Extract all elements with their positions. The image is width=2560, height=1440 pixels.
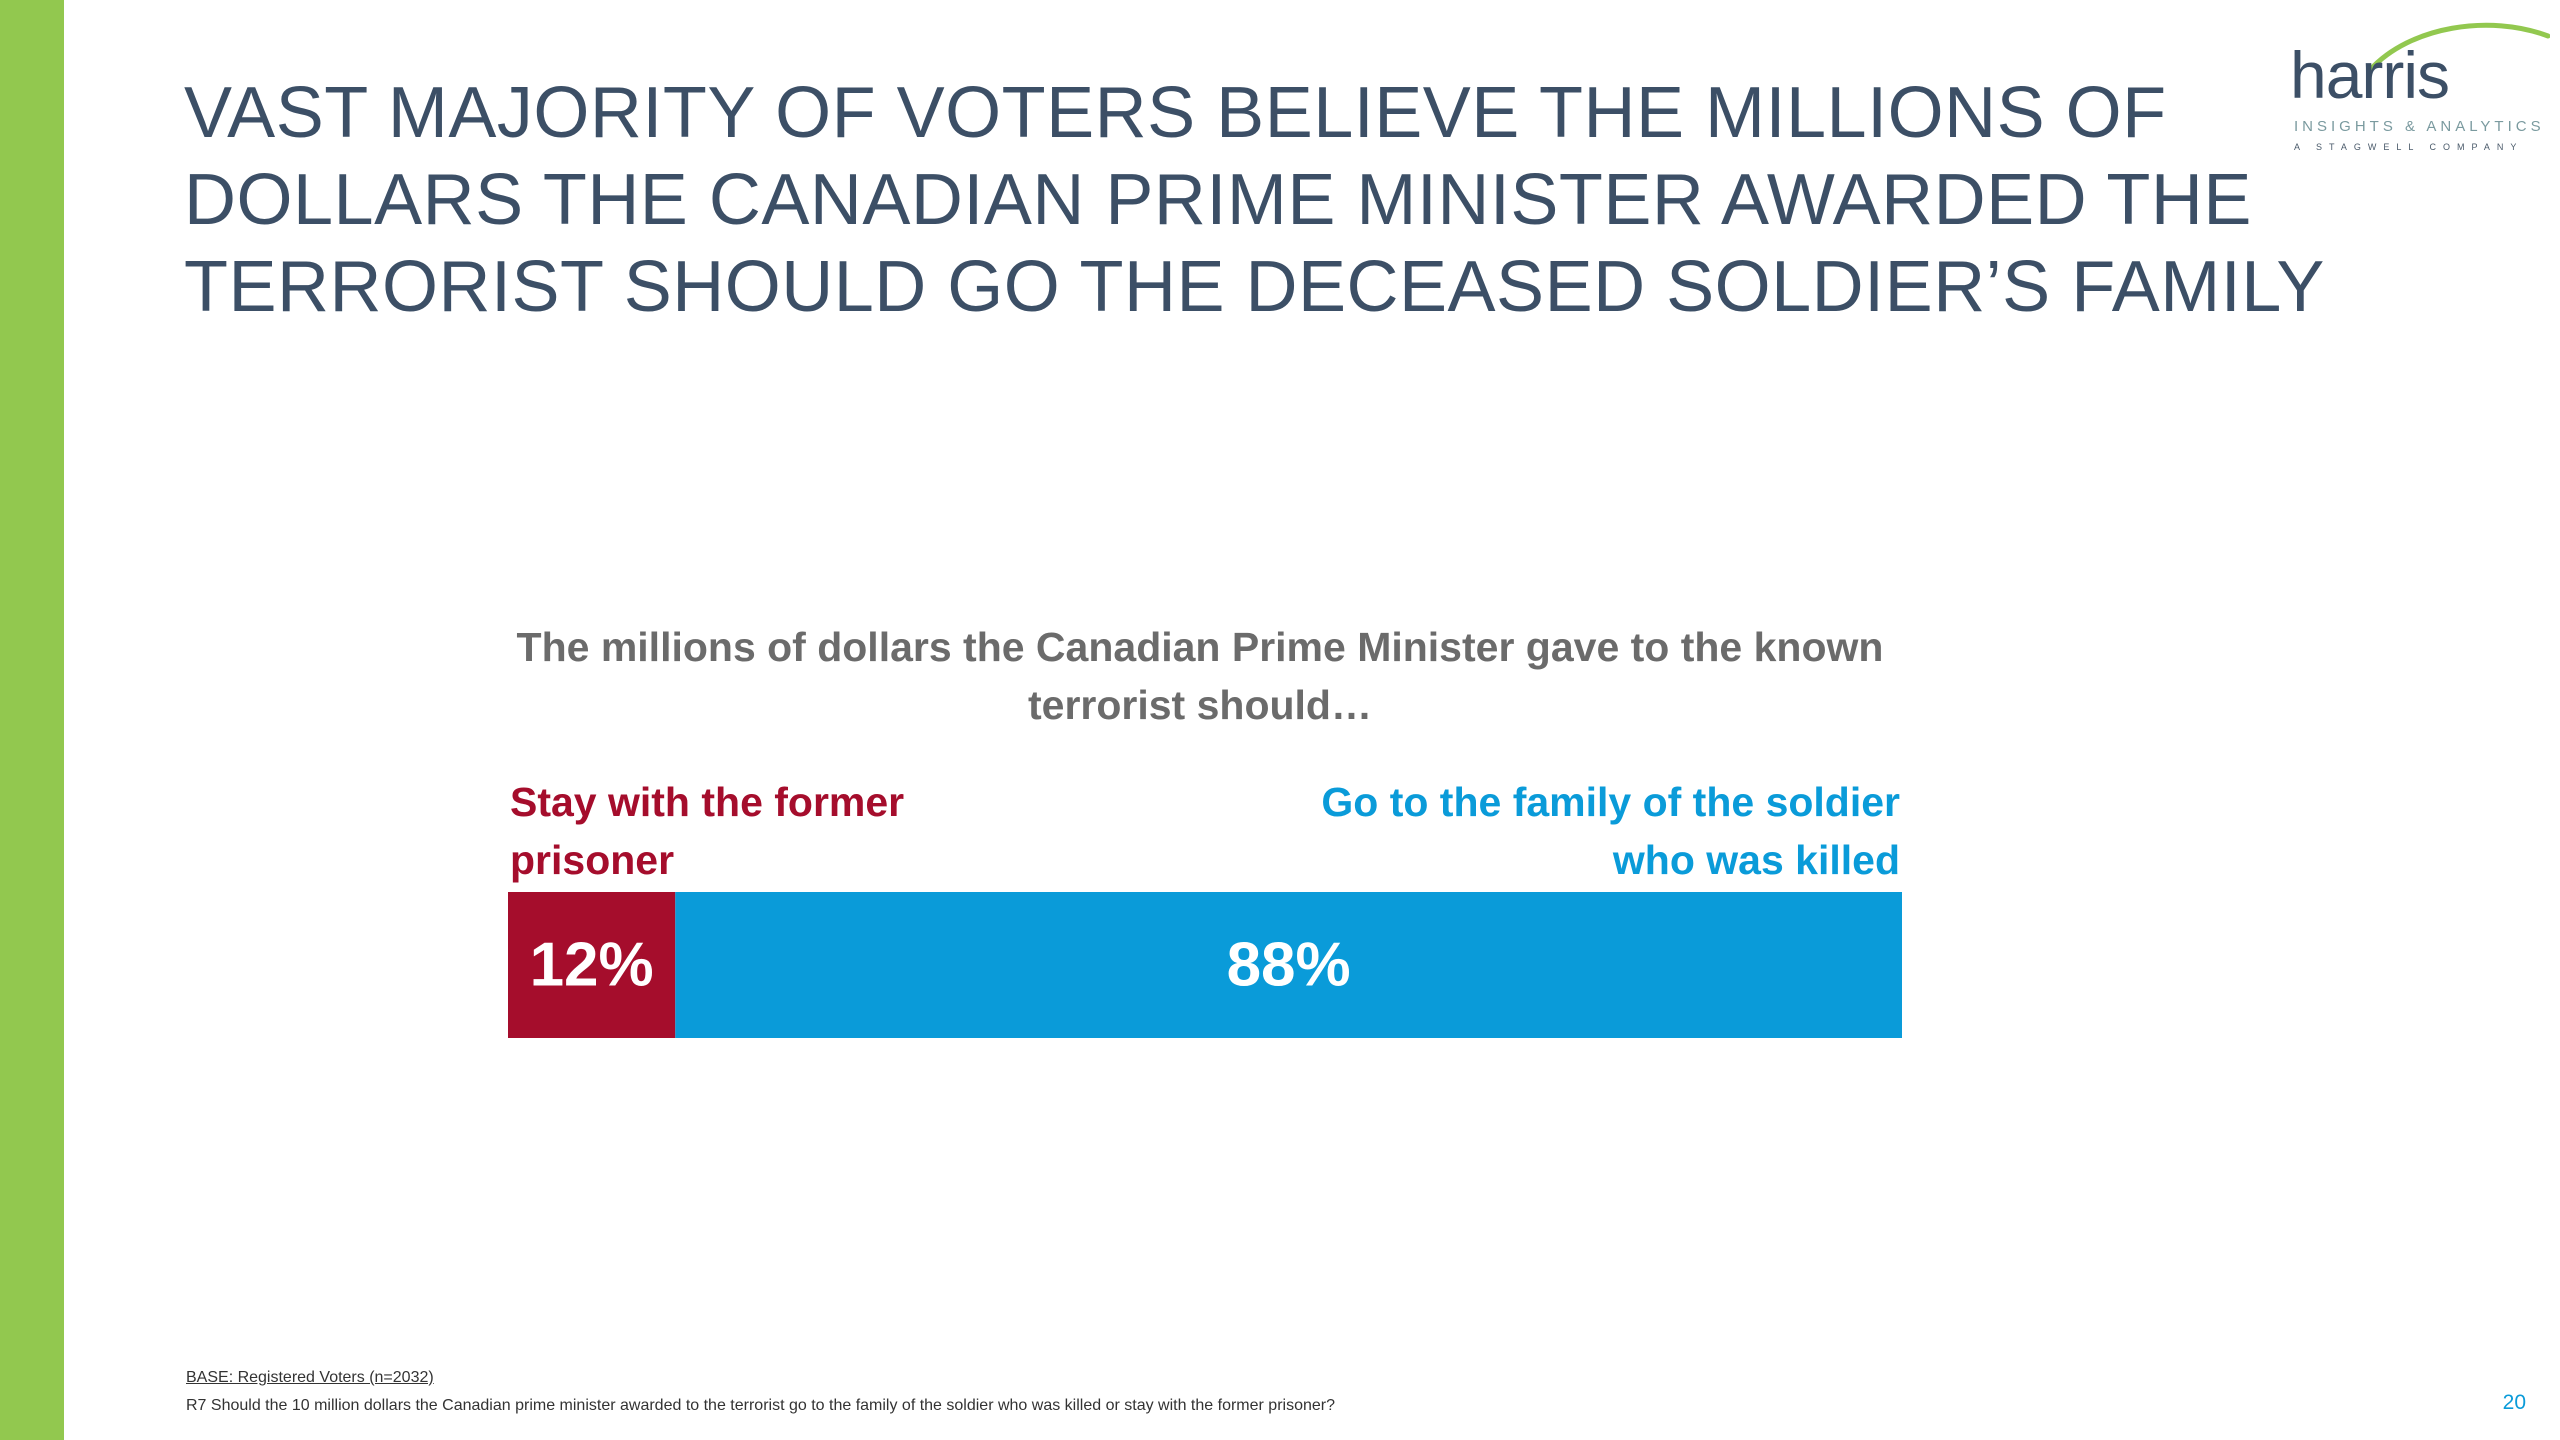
bar-segment-stay bbox=[508, 892, 676, 1038]
chart-title: The millions of dollars the Canadian Pri… bbox=[516, 624, 1884, 728]
stacked-bar-chart: 12% 88% bbox=[508, 892, 1902, 1038]
logo-swoosh-icon bbox=[2367, 22, 2550, 73]
page-number: 20 bbox=[2502, 1391, 2526, 1414]
footnote-question: R7 Should the 10 million dollars the Can… bbox=[186, 1397, 1335, 1414]
bar-segment-go bbox=[675, 892, 1902, 1038]
slide-title: VAST MAJORITY OF VOTERS BELIEVE THE MILL… bbox=[184, 70, 2325, 331]
logo-subline: A STAGWELL COMPANY bbox=[2294, 142, 2524, 152]
accent-side-bar bbox=[0, 0, 64, 1440]
category-label-stay: Stay with the former prisoner bbox=[510, 779, 905, 883]
harris-logo: harris INSIGHTS & ANALYTICS A STAGWELL C… bbox=[2290, 18, 2550, 152]
category-label-go: Go to the family of the soldier who was … bbox=[1321, 779, 1900, 883]
slide-title-line-1: VAST MAJORITY OF VOTERS BELIEVE THE MILL… bbox=[184, 73, 2167, 153]
footnote-base: BASE: Registered Voters (n=2032) bbox=[186, 1369, 434, 1386]
logo-tagline: INSIGHTS & ANALYTICS bbox=[2294, 118, 2545, 135]
slide-title-line-3: TERRORIST SHOULD GO THE DECEASED SOLDIER… bbox=[184, 247, 2325, 327]
data-label-stay: 12% bbox=[530, 931, 654, 1000]
slide-title-line-2: DOLLARS THE CANADIAN PRIME MINISTER AWAR… bbox=[184, 160, 2252, 240]
logo-wordmark: harris bbox=[2290, 38, 2450, 112]
data-label-go: 88% bbox=[1227, 931, 1351, 1000]
